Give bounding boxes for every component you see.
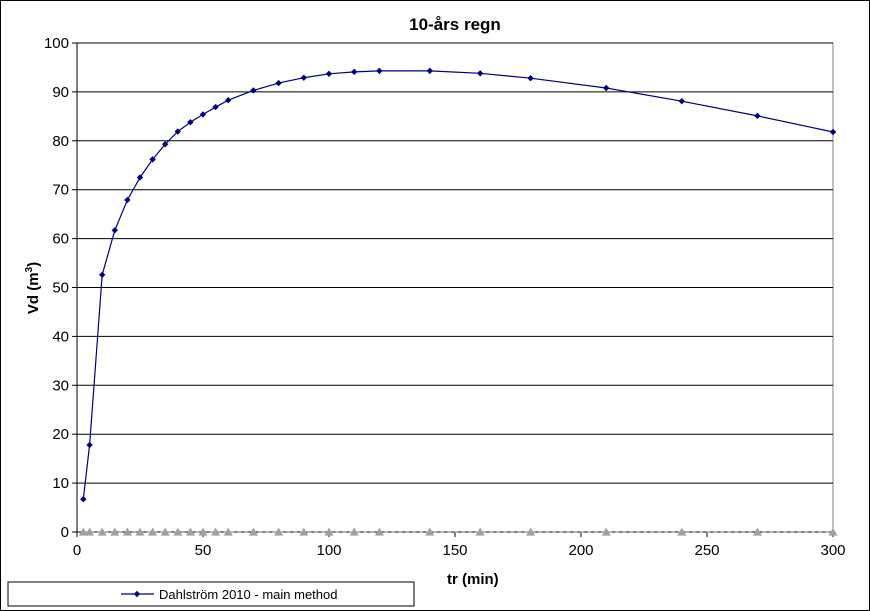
series-0-point-5 [136,174,144,181]
y-tick-label-100: 100 [44,35,69,52]
gridlines [77,42,833,484]
series-0-point-22 [603,84,610,92]
series-1-point-2 [97,527,107,536]
series-0-point-20 [477,70,484,77]
x-tick-label-50: 50 [195,542,212,559]
series-1-point-18 [374,527,384,536]
series-0-point-10 [199,111,207,118]
series-0-point-14 [275,79,282,87]
series-1-point-10 [198,527,208,536]
chart-title: 10-års regn [409,15,501,34]
series-0-point-1 [86,441,93,449]
series-0-point-17 [351,68,358,76]
x-tick-label-150: 150 [442,542,467,559]
series-0-point-18 [376,67,383,75]
legend-label: Dahlström 2010 - main method [159,587,337,602]
series-0-point-15 [300,74,307,81]
series-0-point-7 [162,141,169,148]
series-1-point-11 [211,527,221,536]
series-1-point-16 [324,527,334,536]
series-0-point-16 [325,70,333,78]
series-1-point-6 [148,527,158,536]
series-0-point-2 [99,271,106,278]
y-tick-label-60: 60 [52,231,69,248]
series-1-point-23 [677,527,687,536]
series-0-point-13 [250,87,257,94]
series-1-point-4 [122,527,132,536]
series-0-point-0 [80,496,87,503]
y-axis-label: Vd (m3) [24,262,42,314]
series-1-point-0 [78,527,88,536]
series-group [78,67,838,536]
y-axis-label-text: Vd (m [25,272,42,314]
y-tick-labels: 0 10 20 30 40 50 60 70 80 90 100 [44,35,69,541]
series-1-point-3 [110,527,120,536]
series-1-point-17 [349,527,359,536]
y-tick-label-80: 80 [52,133,69,150]
series-0-point-19 [426,67,433,75]
series-1-point-25 [828,527,838,536]
x-tick-label-0: 0 [73,542,81,559]
series-1-point-14 [274,527,284,536]
x-axis-label: tr (min) [447,571,499,588]
x-tick-label-300: 300 [820,542,845,559]
series-0-point-9 [187,119,194,126]
y-tick-label-0: 0 [61,524,69,541]
series-1-point-13 [248,527,258,536]
x-tick-label-200: 200 [568,542,593,559]
legend-box [7,581,415,607]
x-tick-label-250: 250 [694,542,719,559]
series-1-point-24 [752,527,762,536]
series-1-point-21 [526,527,536,536]
series-1-point-5 [135,527,145,536]
series-0-point-24 [754,112,761,120]
series-1-point-1 [85,527,95,536]
y-tick-label-40: 40 [52,328,69,345]
series-0-point-6 [149,156,156,163]
series-1-point-8 [173,527,183,536]
legend-marker-diamond [133,590,141,598]
svg-text:Vd (m3): Vd (m3) [24,262,42,314]
series-0-point-23 [678,97,685,105]
series-1-point-15 [299,527,309,536]
x-tick-labels: 0 50 100 150 200 250 300 [73,542,846,559]
series-0-point-25 [829,128,837,136]
y-tick-label-30: 30 [52,377,69,394]
y-axis-label-superscript: 3 [24,266,35,272]
series-1-point-19 [425,527,435,536]
y-tick-label-70: 70 [52,182,69,199]
y-tick-label-20: 20 [52,426,69,443]
series-0-point-12 [225,97,232,104]
series-1-point-22 [601,527,611,536]
series-1-point-20 [475,527,485,536]
series-0-point-21 [527,75,534,82]
y-tick-label-10: 10 [52,475,69,492]
series-0-point-3 [111,227,118,234]
y-axis-label-close: ) [25,262,42,267]
series-1-point-9 [185,527,195,536]
series-0-point-4 [124,196,131,204]
x-tick-label-100: 100 [316,542,341,559]
series-1-point-7 [160,527,170,536]
y-tick-label-50: 50 [52,280,69,297]
y-tick-label-90: 90 [52,84,69,101]
series-0-point-11 [212,103,219,111]
legend: Dahlström 2010 - main method [7,581,415,607]
series-1-point-12 [223,527,233,536]
series-0-point-8 [174,128,181,135]
series-0-line [82,70,834,500]
